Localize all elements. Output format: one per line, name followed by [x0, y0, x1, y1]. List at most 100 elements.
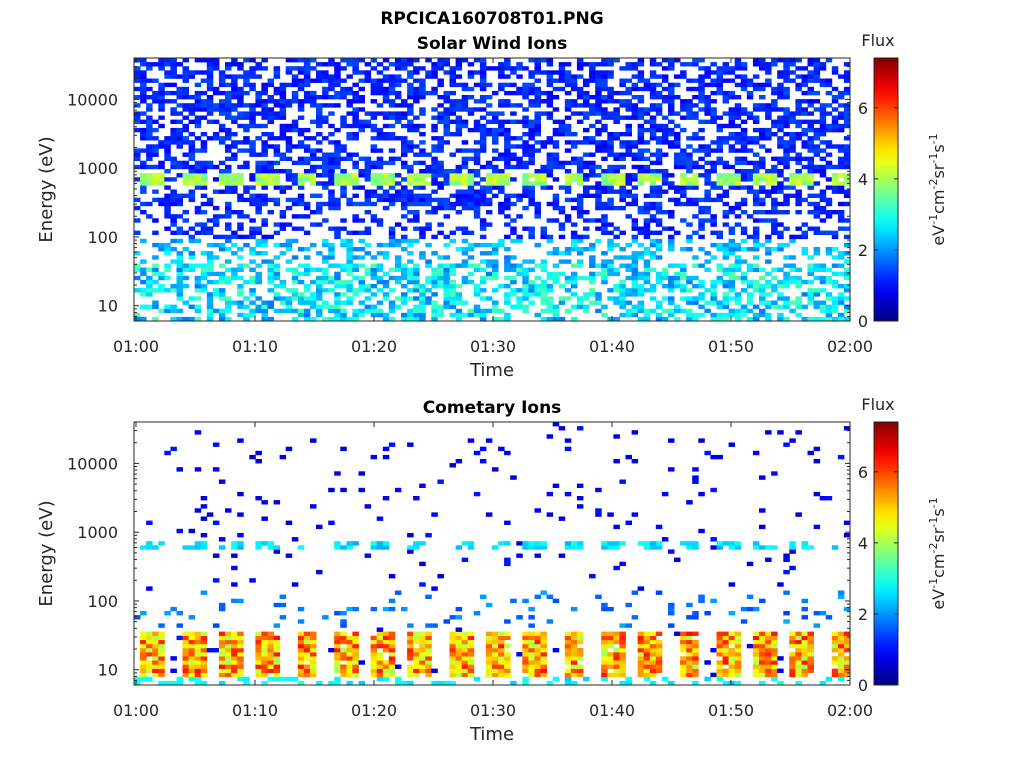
spectrogram-cell — [152, 218, 159, 223]
spectrogram-cell — [765, 107, 772, 112]
spectrogram-cell — [267, 95, 274, 100]
spectrogram-cell — [589, 169, 596, 174]
spectrogram-cell — [540, 230, 547, 235]
spectrogram-cell — [522, 676, 529, 682]
spectrogram-cell — [473, 197, 481, 203]
spectrogram-cell — [552, 119, 560, 124]
spectrogram-cell — [176, 201, 183, 207]
spectrogram-cell — [237, 284, 244, 289]
spectrogram-cell — [279, 103, 287, 108]
spectrogram-cell — [388, 78, 396, 83]
spectrogram-cell — [279, 284, 287, 289]
spectrogram-cell — [413, 267, 420, 272]
spectrogram-cell — [619, 263, 626, 268]
spectrogram-cell — [540, 656, 547, 661]
spectrogram-cell — [710, 279, 717, 285]
spectrogram-cell — [352, 58, 359, 63]
spectrogram-cell — [576, 86, 584, 92]
spectrogram-cell — [674, 123, 681, 129]
spectrogram-cell — [601, 230, 608, 235]
spectrogram-cell — [564, 177, 572, 182]
spectrogram-cell — [273, 144, 281, 149]
spectrogram-cell — [352, 214, 359, 219]
spectrogram-cell — [461, 300, 469, 305]
spectrogram-cell — [837, 189, 845, 194]
spectrogram-cell — [340, 623, 347, 628]
spectrogram-cell — [843, 148, 851, 153]
spectrogram-cell — [479, 267, 487, 272]
spectrogram-cell — [661, 136, 669, 141]
spectrogram-cell — [631, 95, 639, 100]
spectrogram-cell — [346, 541, 353, 546]
spectrogram-cell — [716, 156, 723, 161]
spectrogram-cell — [437, 111, 444, 116]
spectrogram-cell — [431, 668, 438, 673]
spectrogram-cell — [740, 238, 748, 244]
spectrogram-cell — [479, 144, 487, 149]
spectrogram-cell — [510, 230, 517, 235]
spectrogram-cell — [297, 635, 305, 641]
spectrogram-cell — [837, 271, 845, 277]
spectrogram-cell — [558, 316, 566, 322]
spectrogram-cell — [206, 279, 214, 285]
spectrogram-cell — [558, 234, 566, 240]
spectrogram-cell — [498, 123, 505, 129]
spectrogram-cell — [504, 316, 511, 322]
spectrogram-cell — [752, 86, 760, 92]
spectrogram-cell — [188, 234, 196, 240]
spectrogram-cell — [668, 247, 675, 252]
spectrogram-cell — [303, 173, 311, 178]
spectrogram-cell — [601, 271, 608, 277]
spectrogram-cell — [831, 99, 839, 104]
spectrogram-cell — [722, 62, 730, 67]
spectrogram-cell — [607, 660, 614, 665]
spectrogram-cell — [164, 267, 171, 272]
spectrogram-cell — [188, 631, 196, 636]
spectrogram-cell — [619, 643, 626, 649]
spectrogram-cell — [576, 197, 584, 203]
spectrogram-cell — [334, 541, 341, 546]
spectrogram-cell — [498, 664, 505, 669]
spectrogram-cell — [437, 680, 444, 686]
spectrogram-cell — [789, 70, 796, 75]
spectrogram-cell — [637, 140, 645, 145]
spectrogram-cell — [777, 156, 784, 161]
spectrogram-cell — [668, 181, 675, 186]
spectrogram-cell — [777, 70, 784, 75]
spectrogram-cell — [504, 90, 511, 96]
spectrogram-cell — [279, 279, 287, 285]
spectrogram-cell — [206, 226, 214, 231]
spectrogram-cell — [668, 467, 675, 472]
spectrogram-cell — [364, 197, 372, 203]
spectrogram-cell — [182, 230, 189, 235]
spectrogram-cell — [522, 173, 529, 178]
spectrogram-cell — [668, 226, 675, 231]
spectrogram-cell — [455, 606, 463, 612]
spectrogram-cell — [218, 90, 226, 96]
spectrogram-cell — [722, 271, 730, 277]
spectrogram-cell — [249, 82, 256, 88]
spectrogram-cell — [285, 82, 293, 88]
spectrogram-cell — [401, 136, 408, 141]
spectrogram-cell — [570, 111, 578, 116]
spectrogram-cell — [686, 222, 693, 227]
spectrogram-cell — [158, 140, 165, 145]
spectrogram-cell — [328, 247, 335, 252]
spectrogram-cell — [170, 119, 177, 124]
spectrogram-cell — [152, 181, 159, 186]
spectrogram-cell — [837, 111, 845, 116]
spectrogram-cell — [771, 185, 778, 190]
spectrogram-cell — [631, 312, 639, 318]
spectrogram-cell — [831, 123, 839, 129]
spectrogram-cell — [522, 160, 529, 166]
spectrogram-cell — [243, 279, 250, 285]
spectrogram-cell — [680, 160, 687, 166]
spectrogram-cell — [200, 275, 208, 281]
spectrogram-cell — [485, 111, 493, 116]
spectrogram-cell — [449, 238, 456, 244]
spectrogram-cell — [625, 292, 632, 297]
spectrogram-cell — [194, 99, 202, 104]
x-tick-label: 01:10 — [232, 337, 278, 356]
spectrogram-cell — [461, 230, 469, 235]
spectrogram-cell — [546, 156, 554, 161]
